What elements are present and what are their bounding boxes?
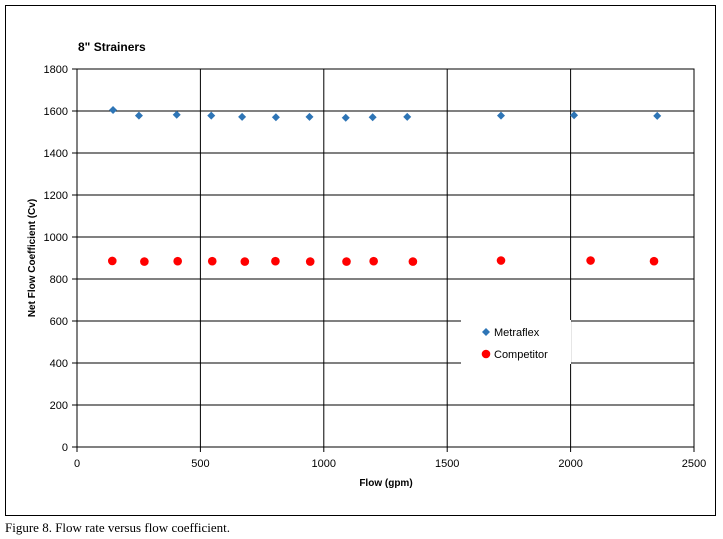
competitor-point (342, 257, 351, 266)
competitor-point (173, 256, 182, 266)
competitor-point (240, 257, 250, 266)
competitor-point (649, 256, 659, 266)
x-tick-label: 1500 (435, 458, 459, 470)
competitor-point (369, 256, 378, 266)
figure-caption: Figure 8. Flow rate versus flow coeffici… (5, 520, 231, 535)
y-tick-label: 600 (50, 316, 68, 328)
legend: Metraflex Competitor (461, 320, 571, 364)
data-points (107, 105, 662, 266)
metraflex-point (403, 112, 412, 121)
metraflex-point (341, 113, 350, 122)
plot-area (76, 68, 695, 448)
legend-label-competitor: Competitor (494, 349, 548, 361)
competitor-point (496, 256, 506, 265)
competitor-point (305, 257, 315, 266)
x-axis-ticks: 0 500 1000 1500 2000 2500 (74, 447, 706, 470)
y-tick-label: 1400 (44, 148, 68, 160)
metraflex-point (497, 111, 506, 120)
y-tick-label: 200 (50, 400, 68, 412)
metraflex-point (570, 111, 579, 120)
legend-background (461, 320, 571, 364)
y-axis-ticks: 0 200 400 600 800 1000 1200 1400 1600 1800 (44, 64, 77, 454)
x-tick-label: 1000 (312, 458, 336, 470)
metraflex-point (134, 111, 143, 120)
y-tick-label: 1600 (44, 106, 68, 118)
y-tick-label: 1000 (44, 232, 68, 244)
x-tick-label: 2000 (558, 458, 582, 470)
metraflex-point (207, 111, 216, 120)
x-tick-label: 2500 (682, 458, 706, 470)
competitor-point (140, 257, 149, 266)
metraflex-point (305, 112, 314, 121)
x-tick-label: 0 (74, 458, 80, 470)
metraflex-point (172, 110, 181, 119)
competitor-point (408, 257, 418, 266)
y-tick-label: 1800 (44, 64, 68, 76)
metraflex-point (271, 113, 280, 122)
competitor-point (107, 256, 117, 266)
metraflex-point (109, 105, 118, 114)
metraflex-point (368, 113, 377, 122)
y-tick-label: 0 (62, 442, 68, 454)
competitor-point (271, 256, 280, 266)
competitor-point (586, 256, 595, 265)
y-axis-label: Net Flow Coefficient (Cv) (27, 199, 38, 317)
metraflex-point (653, 111, 662, 120)
y-tick-label: 800 (50, 274, 68, 286)
legend-marker-competitor (481, 349, 491, 359)
y-tick-label: 1200 (44, 190, 68, 202)
x-tick-label: 500 (191, 458, 209, 470)
gridlines (76, 68, 695, 448)
chart-frame (5, 5, 716, 516)
legend-marker-metraflex (482, 328, 490, 336)
x-axis-label: Flow (gpm) (359, 478, 412, 489)
legend-label-metraflex: Metraflex (494, 327, 540, 339)
y-tick-label: 400 (50, 358, 68, 370)
metraflex-point (238, 112, 247, 121)
competitor-point (207, 256, 217, 266)
chart-title: 8" Strainers (78, 40, 146, 54)
